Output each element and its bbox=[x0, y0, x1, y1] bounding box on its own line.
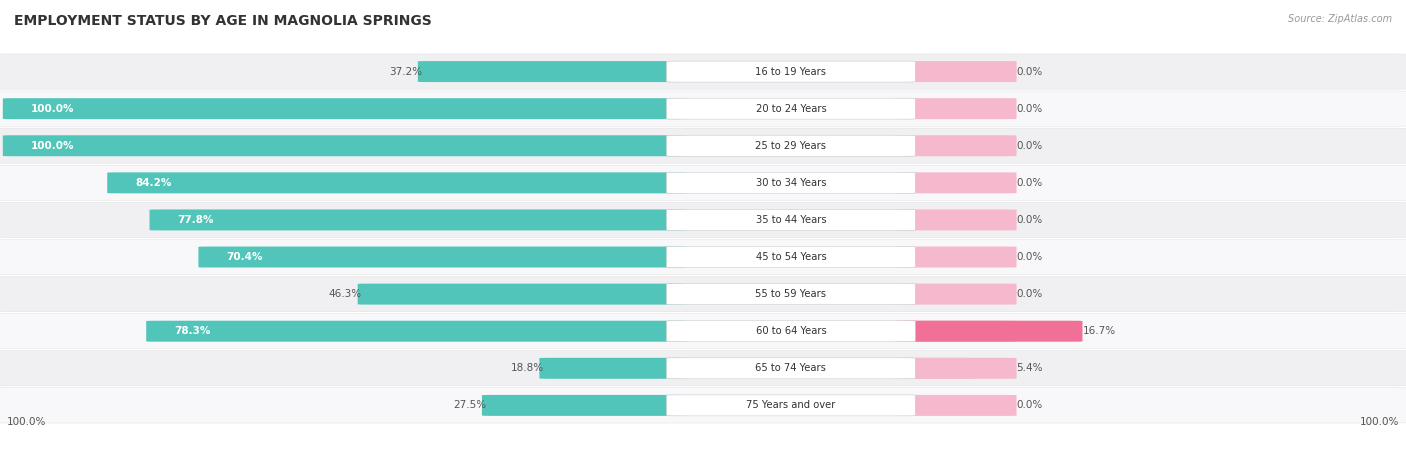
Text: 18.8%: 18.8% bbox=[510, 364, 544, 373]
FancyBboxPatch shape bbox=[146, 321, 686, 342]
FancyBboxPatch shape bbox=[0, 91, 1406, 126]
Legend: In Labor Force, Unemployed: In Labor Force, Unemployed bbox=[470, 447, 683, 451]
Text: Source: ZipAtlas.com: Source: ZipAtlas.com bbox=[1288, 14, 1392, 23]
FancyBboxPatch shape bbox=[666, 321, 915, 342]
Text: 20 to 24 Years: 20 to 24 Years bbox=[755, 104, 827, 114]
Text: 70.4%: 70.4% bbox=[226, 252, 263, 262]
FancyBboxPatch shape bbox=[0, 54, 1406, 89]
FancyBboxPatch shape bbox=[0, 202, 1406, 238]
Text: 0.0%: 0.0% bbox=[1017, 67, 1043, 77]
Text: 16 to 19 Years: 16 to 19 Years bbox=[755, 67, 827, 77]
Text: 30 to 34 Years: 30 to 34 Years bbox=[755, 178, 827, 188]
FancyBboxPatch shape bbox=[896, 284, 1017, 304]
Text: 65 to 74 Years: 65 to 74 Years bbox=[755, 364, 827, 373]
FancyBboxPatch shape bbox=[0, 128, 1406, 163]
FancyBboxPatch shape bbox=[149, 209, 686, 230]
Text: 100.0%: 100.0% bbox=[1360, 417, 1399, 427]
FancyBboxPatch shape bbox=[666, 284, 915, 304]
Text: 0.0%: 0.0% bbox=[1017, 141, 1043, 151]
FancyBboxPatch shape bbox=[0, 388, 1406, 423]
Text: 55 to 59 Years: 55 to 59 Years bbox=[755, 289, 827, 299]
Text: 0.0%: 0.0% bbox=[1017, 289, 1043, 299]
Text: 100.0%: 100.0% bbox=[7, 417, 46, 427]
Text: 0.0%: 0.0% bbox=[1017, 104, 1043, 114]
Text: 5.4%: 5.4% bbox=[1017, 364, 1043, 373]
Text: 35 to 44 Years: 35 to 44 Years bbox=[755, 215, 827, 225]
Text: 45 to 54 Years: 45 to 54 Years bbox=[755, 252, 827, 262]
Text: 0.0%: 0.0% bbox=[1017, 400, 1043, 410]
Text: 75 Years and over: 75 Years and over bbox=[747, 400, 835, 410]
Text: 84.2%: 84.2% bbox=[135, 178, 172, 188]
Text: 0.0%: 0.0% bbox=[1017, 252, 1043, 262]
FancyBboxPatch shape bbox=[666, 247, 915, 267]
FancyBboxPatch shape bbox=[198, 247, 686, 267]
FancyBboxPatch shape bbox=[666, 135, 915, 156]
FancyBboxPatch shape bbox=[666, 395, 915, 416]
FancyBboxPatch shape bbox=[666, 209, 915, 230]
Text: 37.2%: 37.2% bbox=[389, 67, 422, 77]
Text: 78.3%: 78.3% bbox=[174, 326, 211, 336]
FancyBboxPatch shape bbox=[0, 313, 1406, 349]
FancyBboxPatch shape bbox=[896, 98, 1017, 119]
Text: EMPLOYMENT STATUS BY AGE IN MAGNOLIA SPRINGS: EMPLOYMENT STATUS BY AGE IN MAGNOLIA SPR… bbox=[14, 14, 432, 28]
FancyBboxPatch shape bbox=[896, 247, 1017, 267]
FancyBboxPatch shape bbox=[896, 172, 1017, 193]
Text: 27.5%: 27.5% bbox=[453, 400, 486, 410]
FancyBboxPatch shape bbox=[0, 351, 1406, 386]
FancyBboxPatch shape bbox=[482, 395, 686, 416]
Text: 77.8%: 77.8% bbox=[177, 215, 214, 225]
FancyBboxPatch shape bbox=[540, 358, 686, 379]
FancyBboxPatch shape bbox=[3, 98, 686, 119]
FancyBboxPatch shape bbox=[666, 172, 915, 193]
Text: 16.7%: 16.7% bbox=[1083, 326, 1115, 336]
Text: 100.0%: 100.0% bbox=[31, 141, 75, 151]
FancyBboxPatch shape bbox=[896, 395, 1017, 416]
FancyBboxPatch shape bbox=[418, 61, 686, 82]
FancyBboxPatch shape bbox=[666, 98, 915, 119]
FancyBboxPatch shape bbox=[3, 135, 686, 156]
FancyBboxPatch shape bbox=[896, 358, 1017, 379]
FancyBboxPatch shape bbox=[666, 358, 915, 379]
FancyBboxPatch shape bbox=[357, 284, 686, 304]
FancyBboxPatch shape bbox=[896, 209, 1017, 230]
Text: 100.0%: 100.0% bbox=[31, 104, 75, 114]
Text: 46.3%: 46.3% bbox=[329, 289, 361, 299]
FancyBboxPatch shape bbox=[896, 358, 972, 379]
FancyBboxPatch shape bbox=[896, 321, 1017, 342]
FancyBboxPatch shape bbox=[896, 61, 1017, 82]
FancyBboxPatch shape bbox=[0, 239, 1406, 275]
FancyBboxPatch shape bbox=[896, 135, 1017, 156]
Text: 0.0%: 0.0% bbox=[1017, 215, 1043, 225]
Text: 25 to 29 Years: 25 to 29 Years bbox=[755, 141, 827, 151]
FancyBboxPatch shape bbox=[0, 276, 1406, 312]
Text: 0.0%: 0.0% bbox=[1017, 178, 1043, 188]
Text: 60 to 64 Years: 60 to 64 Years bbox=[755, 326, 827, 336]
FancyBboxPatch shape bbox=[666, 61, 915, 82]
FancyBboxPatch shape bbox=[0, 165, 1406, 200]
FancyBboxPatch shape bbox=[107, 172, 686, 193]
FancyBboxPatch shape bbox=[896, 321, 1083, 342]
